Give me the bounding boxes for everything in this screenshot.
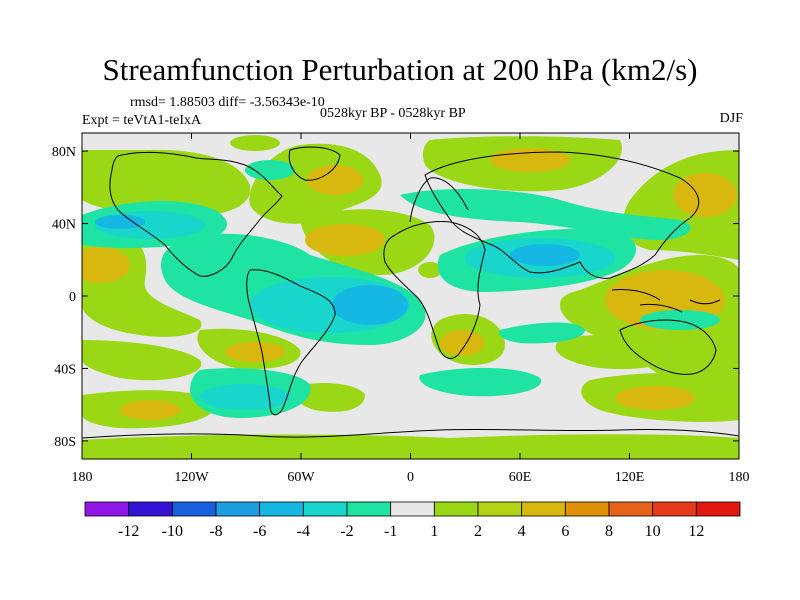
colorbar-label: 2 xyxy=(474,523,482,540)
colorbar: -12 -10 -8 -6 -4 -2 -1 1 2 4 6 8 10 12 xyxy=(84,501,741,540)
negative-cores xyxy=(95,211,615,410)
colorbar-swatch xyxy=(521,501,566,517)
colorbar-swatch xyxy=(259,501,304,517)
colorbar-label: 6 xyxy=(561,523,569,540)
pos-region-drake-passage xyxy=(295,383,365,412)
pos-region-antarctic-rim xyxy=(82,434,739,459)
coast-south-america xyxy=(246,269,336,416)
x-tick-label: 120E xyxy=(615,470,645,485)
experiment-line: Expt = teVtA1-teIxA xyxy=(82,113,202,128)
colorbar-swatch xyxy=(171,501,217,517)
colorbar-label: -10 xyxy=(162,523,183,540)
strong-pos-s-ocean-east xyxy=(615,386,695,410)
pos-region-s-indian xyxy=(555,334,667,370)
neg-region-arctic-band xyxy=(400,188,691,240)
colorbar-label: 10 xyxy=(645,523,661,540)
neg-region-s-indian xyxy=(498,322,585,344)
strong-pos-s-america xyxy=(225,342,285,362)
colorbar-label: 1 xyxy=(430,523,438,540)
colorbar-swatch xyxy=(84,501,130,517)
colorbar-label: -4 xyxy=(297,523,310,540)
coast-se-asia-islands xyxy=(611,289,721,313)
colorbar-swatch xyxy=(215,501,261,517)
neg-region-far-east xyxy=(640,310,720,330)
strong-pos-n-africa xyxy=(305,224,385,256)
pos-region-arctic-small xyxy=(230,135,280,151)
strong-pos-s-ocean-west xyxy=(120,400,180,420)
pos-region-s-pacific xyxy=(82,340,202,381)
x-tick-label: 60W xyxy=(287,470,315,485)
colorbar-swatch xyxy=(346,501,392,517)
colorbar-label: -6 xyxy=(253,523,266,540)
neg-core-s-pacific xyxy=(200,384,290,410)
y-tick-label: 0 xyxy=(69,290,76,305)
colorbar-label: -8 xyxy=(209,523,222,540)
chart-title: Streamfunction Perturbation at 200 hPa (… xyxy=(102,52,698,87)
y-tick-label: 40N xyxy=(52,218,76,233)
colorbar-swatch xyxy=(390,501,435,517)
neg-core-deep-pacific xyxy=(95,215,145,229)
stats-line: rmsd= 1.88503 diff= -3.56343e-10 xyxy=(130,95,325,110)
colorbar-label: 8 xyxy=(605,523,613,540)
colorbar-swatch xyxy=(564,501,610,517)
coastlines xyxy=(82,146,739,439)
period-line: 0528kyr BP - 0528kyr BP xyxy=(320,106,466,121)
coast-antarctica xyxy=(82,428,739,439)
x-tick-label: 180 xyxy=(729,470,750,485)
neg-core-deep-eurasia xyxy=(510,244,580,266)
colorbar-label: -2 xyxy=(340,523,353,540)
colorbar-swatch xyxy=(128,501,173,517)
x-tick-label: 60E xyxy=(509,470,532,485)
y-tick-label: 80S xyxy=(54,435,76,450)
x-axis: 180 120W 60W 0 60E 120E 180 xyxy=(72,133,750,485)
neg-region-small-north xyxy=(245,160,295,180)
coast-greenland xyxy=(288,146,341,181)
y-axis: 80N 40N 0 40S 80S xyxy=(52,145,739,450)
colorbar-label: -12 xyxy=(118,523,139,540)
neg-core-deep-atlantic xyxy=(332,285,408,325)
coast-north-america xyxy=(109,151,283,277)
strong-pos-north-atlantic xyxy=(307,165,363,195)
strong-positive-regions xyxy=(82,148,737,420)
colorbar-label: 12 xyxy=(688,523,704,540)
y-tick-label: 80N xyxy=(52,145,76,160)
colorbar-swatch xyxy=(433,501,479,517)
coast-eurasia xyxy=(424,151,700,279)
colorbar-swatch xyxy=(302,501,348,517)
colorbar-label: -1 xyxy=(384,523,397,540)
strong-pos-pacific-west xyxy=(82,247,130,283)
coast-australia xyxy=(619,319,717,375)
x-tick-label: 120W xyxy=(174,470,209,485)
colorbar-swatch xyxy=(652,501,697,517)
colorbar-swatch xyxy=(477,501,523,517)
x-tick-label: 180 xyxy=(72,470,93,485)
colorbar-swatch xyxy=(695,501,741,517)
colorbar-swatch xyxy=(608,501,654,517)
contour-fill xyxy=(82,133,739,459)
y-tick-label: 40S xyxy=(54,362,76,377)
colorbar-label: 4 xyxy=(518,523,526,540)
neg-region-south-east xyxy=(419,367,542,397)
pos-region-n-pacific-west xyxy=(82,150,251,217)
strong-pos-s-africa xyxy=(440,330,484,356)
coast-europe-africa xyxy=(383,177,486,359)
season-label: DJF xyxy=(719,111,743,126)
pos-region-indian-small xyxy=(418,262,442,278)
x-tick-label: 0 xyxy=(407,470,414,485)
